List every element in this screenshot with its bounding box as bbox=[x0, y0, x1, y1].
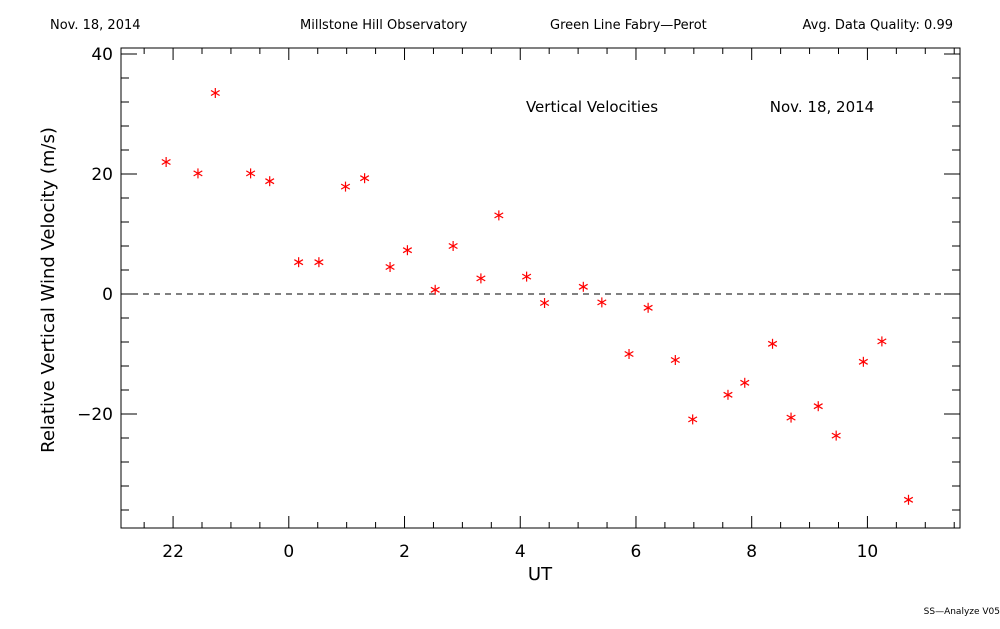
data-point bbox=[813, 401, 823, 412]
x-tick-label: 4 bbox=[515, 542, 526, 562]
data-point bbox=[314, 257, 324, 268]
data-point bbox=[688, 414, 698, 425]
data-point bbox=[539, 298, 550, 308]
data-point bbox=[903, 494, 914, 505]
data-point bbox=[245, 168, 256, 179]
x-tick-label: 6 bbox=[631, 542, 642, 562]
axis-ticks bbox=[121, 48, 960, 528]
x-axis-label: UT bbox=[528, 564, 553, 585]
y-tick-label: 20 bbox=[91, 165, 113, 185]
chart-date-annotation: Nov. 18, 2014 bbox=[770, 98, 874, 116]
data-point bbox=[624, 349, 634, 359]
data-point bbox=[402, 245, 413, 256]
data-point bbox=[494, 210, 504, 221]
data-point bbox=[161, 157, 171, 167]
data-point bbox=[476, 273, 486, 284]
software-credit: SS—Analyze V05 bbox=[923, 607, 1000, 617]
data-point bbox=[448, 241, 458, 251]
plot-frame bbox=[120, 47, 961, 529]
data-point bbox=[430, 284, 440, 295]
data-point bbox=[767, 338, 778, 349]
data-point bbox=[786, 412, 796, 423]
x-tick-label: 2 bbox=[399, 542, 410, 562]
axis-tick-labels: 22 0 2 4 6 8 10 −20 0 20 40 bbox=[77, 45, 878, 562]
data-point bbox=[578, 281, 588, 292]
data-point bbox=[643, 302, 653, 313]
x-tick-label: 22 bbox=[162, 542, 184, 562]
data-point bbox=[340, 181, 351, 192]
data-point bbox=[521, 271, 532, 282]
data-points bbox=[161, 88, 914, 505]
data-point bbox=[831, 430, 841, 441]
data-point bbox=[597, 297, 607, 308]
data-point bbox=[210, 88, 220, 98]
y-tick-label: −20 bbox=[77, 405, 113, 425]
data-point bbox=[670, 355, 680, 365]
y-axis-label: Relative Vertical Wind Velocity (m/s) bbox=[38, 127, 59, 453]
y-tick-label: 40 bbox=[91, 45, 113, 65]
header-quality: Avg. Data Quality: 0.99 bbox=[802, 18, 953, 33]
data-point bbox=[385, 262, 395, 272]
data-point bbox=[265, 176, 275, 187]
data-point bbox=[294, 257, 304, 268]
x-tick-label: 8 bbox=[746, 542, 757, 562]
x-tick-label: 0 bbox=[283, 542, 294, 562]
header-observatory: Millstone Hill Observatory bbox=[300, 18, 468, 33]
data-point bbox=[359, 173, 370, 184]
y-tick-label: 0 bbox=[102, 285, 113, 305]
data-point bbox=[723, 389, 733, 400]
header-instrument: Green Line Fabry—Perot bbox=[550, 18, 707, 33]
chart-title: Vertical Velocities bbox=[526, 98, 658, 116]
data-point bbox=[193, 168, 203, 179]
x-tick-label: 10 bbox=[857, 542, 879, 562]
data-point bbox=[740, 377, 750, 388]
data-point bbox=[858, 356, 869, 367]
data-point bbox=[877, 336, 887, 347]
header-date: Nov. 18, 2014 bbox=[50, 18, 141, 33]
